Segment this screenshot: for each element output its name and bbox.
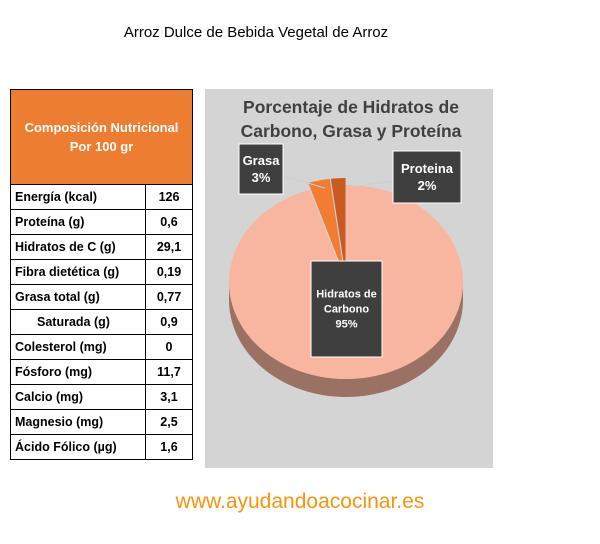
nutrient-value: 11,7 bbox=[145, 359, 193, 385]
label-grasa: Grasa 3% bbox=[238, 143, 284, 195]
pie-slice-side bbox=[229, 282, 463, 397]
label-proteina-text: 2% bbox=[418, 178, 437, 193]
table-row: Ácido Fólico (µg) 1,6 bbox=[10, 434, 193, 460]
nutrient-label: Hidratos de C (g) bbox=[10, 234, 146, 260]
pie-slice-proteina bbox=[330, 178, 346, 276]
table-header-row: Composición Nutricional Por 100 gr bbox=[10, 89, 193, 185]
table-row: Grasa total (g) 0,77 bbox=[10, 284, 193, 310]
chart-title-line2: Carbono, Grasa y Proteína bbox=[241, 121, 462, 141]
nutrient-label: Fibra dietética (g) bbox=[10, 259, 146, 285]
table-row: Calcio (mg) 3,1 bbox=[10, 384, 193, 410]
table-header-line1: Composición Nutricional bbox=[24, 120, 179, 135]
label-proteina: Proteina 2% bbox=[392, 150, 462, 204]
nutrient-value: 0,77 bbox=[145, 284, 193, 310]
table-header-line2: Por 100 gr bbox=[69, 139, 134, 154]
table-header: Composición Nutricional Por 100 gr bbox=[10, 89, 193, 185]
nutrient-value: 2,5 bbox=[145, 409, 193, 435]
pie-slice-grasa bbox=[308, 178, 345, 276]
nutrition-table: Composición Nutricional Por 100 gr Energ… bbox=[10, 89, 193, 460]
table-row: Proteína (g) 0,6 bbox=[10, 209, 193, 235]
nutrient-value: 3,1 bbox=[145, 384, 193, 410]
nutrient-value: 0,19 bbox=[145, 259, 193, 285]
nutrient-label: Energía (kcal) bbox=[10, 184, 146, 210]
nutrient-label: Saturada (g) bbox=[10, 309, 146, 335]
page-title: Arroz Dulce de Bebida Vegetal de Arroz bbox=[123, 24, 389, 41]
nutrient-label: Magnesio (mg) bbox=[10, 409, 146, 435]
nutrient-value: 1,6 bbox=[145, 434, 193, 460]
pie-chart: Porcentaje de Hidratos de Carbono, Grasa… bbox=[229, 97, 464, 397]
leader-line-grasa bbox=[282, 175, 326, 189]
leader-line-proteina bbox=[348, 180, 394, 188]
label-grasa-text: 3% bbox=[252, 170, 271, 185]
label-hidratos: Hidratos de Carbono 95% bbox=[310, 260, 383, 358]
nutrient-value: 29,1 bbox=[145, 234, 193, 260]
nutrient-value: 0,6 bbox=[145, 209, 193, 235]
label-hidratos-text: 95% bbox=[335, 319, 357, 331]
nutrient-label: Colesterol (mg) bbox=[10, 334, 146, 360]
table-row: Fósforo (mg) 11,7 bbox=[10, 359, 193, 385]
nutrient-label: Proteína (g) bbox=[10, 209, 146, 235]
nutrient-label: Calcio (mg) bbox=[10, 384, 146, 410]
label-grasa-text: Grasa bbox=[243, 153, 281, 168]
nutrient-label: Fósforo (mg) bbox=[10, 359, 146, 385]
table-row: Fibra dietética (g) 0,19 bbox=[10, 259, 193, 285]
label-hidratos-text: Carbono bbox=[324, 304, 370, 316]
table-row: Magnesio (mg) 2,5 bbox=[10, 409, 193, 435]
chart-title-line1: Porcentaje de Hidratos de bbox=[243, 97, 459, 117]
nutrient-label: Grasa total (g) bbox=[10, 284, 146, 310]
pie-chart-panel: Porcentaje de Hidratos de Carbono, Grasa… bbox=[205, 89, 493, 468]
nutrient-value: 0,9 bbox=[145, 309, 193, 335]
nutrient-label: Ácido Fólico (µg) bbox=[10, 434, 146, 460]
table-row: Colesterol (mg) 0 bbox=[10, 334, 193, 360]
table-row: Hidratos de C (g) 29,1 bbox=[10, 234, 193, 260]
table-row: Saturada (g) 0,9 bbox=[10, 309, 193, 335]
nutrient-value: 0 bbox=[145, 334, 193, 360]
pie-slice-sides bbox=[229, 282, 463, 397]
table-row: Energía (kcal) 126 bbox=[10, 184, 193, 210]
label-hidratos-text: Hidratos de bbox=[316, 289, 377, 301]
website-watermark: www.ayudandoacocinar.es bbox=[175, 490, 425, 513]
nutrient-value: 126 bbox=[145, 184, 193, 210]
label-proteina-text: Proteina bbox=[401, 161, 454, 176]
